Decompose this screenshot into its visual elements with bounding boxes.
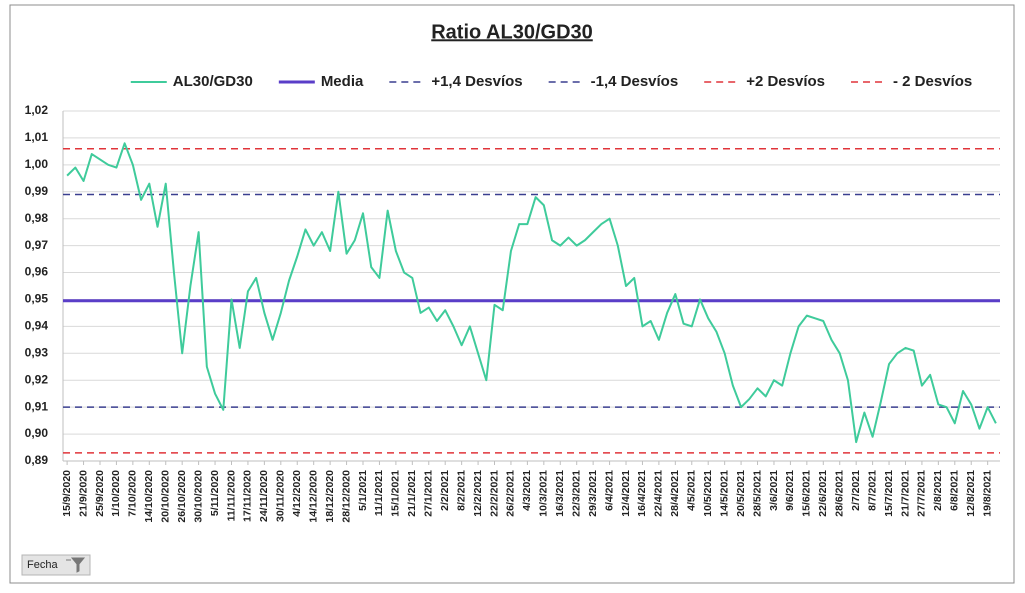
filter-icon[interactable] bbox=[66, 557, 86, 573]
x-tick-label: 15/7/2021 bbox=[883, 470, 895, 517]
x-tick-label: 21/7/2021 bbox=[899, 470, 911, 517]
x-tick-label: 11/1/2021 bbox=[373, 470, 385, 516]
x-tick-label: 21/9/2020 bbox=[77, 470, 89, 517]
x-tick-label: 15/9/2020 bbox=[61, 470, 73, 517]
legend-label: -1,4 Desvíos bbox=[591, 73, 679, 90]
x-tick-label: 15/6/2021 bbox=[801, 470, 813, 517]
y-tick-label: 0,91 bbox=[25, 399, 49, 413]
x-tick-label: 25/9/2020 bbox=[94, 470, 106, 517]
x-tick-label: 20/10/2020 bbox=[160, 470, 172, 523]
x-tick-label: 28/12/2020 bbox=[340, 470, 352, 523]
x-tick-label: 3/6/2021 bbox=[768, 470, 780, 511]
x-tick-label: 28/4/2021 bbox=[669, 470, 681, 517]
x-tick-label: 15/1/2021 bbox=[390, 470, 402, 517]
x-tick-label: 14/10/2020 bbox=[143, 470, 155, 523]
y-tick-label: 0,96 bbox=[25, 265, 49, 279]
y-tick-label: 0,93 bbox=[25, 345, 49, 359]
x-tick-label: 4/12/2020 bbox=[291, 470, 303, 517]
x-tick-label: 8/7/2021 bbox=[866, 470, 878, 511]
y-tick-label: 0,98 bbox=[25, 211, 49, 225]
x-tick-label: 27/7/2021 bbox=[916, 470, 928, 517]
chart-title: Ratio AL30/GD30 bbox=[431, 21, 593, 43]
x-tick-label: 14/5/2021 bbox=[718, 470, 730, 517]
x-tick-label: 16/4/2021 bbox=[636, 470, 648, 517]
x-tick-label: 4/3/2021 bbox=[521, 470, 533, 511]
x-tick-label: 5/1/2021 bbox=[357, 470, 369, 511]
x-tick-label: 2/7/2021 bbox=[850, 470, 862, 511]
x-tick-label: 22/3/2021 bbox=[570, 470, 582, 517]
x-tick-label: 28/5/2021 bbox=[751, 470, 763, 517]
x-tick-label: 10/3/2021 bbox=[538, 470, 550, 517]
filter-button[interactable]: Fecha bbox=[21, 554, 91, 576]
x-tick-label: 9/6/2021 bbox=[784, 470, 796, 511]
x-tick-label: 22/6/2021 bbox=[817, 470, 829, 517]
x-tick-label: 28/6/2021 bbox=[834, 470, 846, 517]
y-tick-label: 0,94 bbox=[25, 319, 49, 333]
x-tick-label: 14/12/2020 bbox=[307, 470, 319, 523]
y-tick-label: 1,02 bbox=[25, 103, 49, 117]
x-tick-label: 24/11/2020 bbox=[258, 470, 270, 522]
y-tick-label: 0,89 bbox=[25, 453, 49, 467]
x-tick-label: 21/1/2021 bbox=[406, 470, 418, 517]
legend-label: Media bbox=[321, 73, 364, 90]
x-tick-label: 30/11/2020 bbox=[275, 470, 287, 522]
x-tick-label: 16/3/2021 bbox=[554, 470, 566, 517]
x-tick-label: 12/8/2021 bbox=[965, 470, 977, 517]
series-line bbox=[66, 142, 997, 444]
x-tick-label: 12/4/2021 bbox=[620, 470, 632, 517]
x-tick-label: 2/8/2021 bbox=[932, 470, 944, 511]
x-tick-label: 19/8/2021 bbox=[981, 470, 993, 517]
y-tick-label: 1,00 bbox=[25, 157, 49, 171]
x-tick-label: 6/4/2021 bbox=[603, 470, 615, 511]
y-tick-label: 0,95 bbox=[25, 292, 49, 306]
x-tick-label: 8/2/2021 bbox=[455, 470, 467, 511]
x-tick-label: 26/2/2021 bbox=[505, 470, 517, 517]
legend-label: - 2 Desvíos bbox=[893, 73, 972, 90]
y-tick-label: 0,92 bbox=[25, 372, 49, 386]
x-tick-label: 20/5/2021 bbox=[735, 470, 747, 517]
x-tick-label: 22/4/2021 bbox=[653, 470, 665, 517]
filter-button-box[interactable] bbox=[21, 554, 91, 576]
legend: AL30/GD30 Media +1,4 Desvíos -1,4 Desvíos +2… bbox=[130, 73, 972, 90]
x-tick-label: 12/2/2021 bbox=[472, 470, 484, 517]
x-tick-label: 30/10/2020 bbox=[192, 470, 204, 523]
x-tick-label: 1/10/2020 bbox=[110, 470, 122, 517]
x-tick-label: 26/10/2020 bbox=[176, 470, 188, 523]
x-tick-label: 11/11/2020 bbox=[225, 470, 237, 522]
x-tick-label: 7/10/2020 bbox=[127, 470, 139, 517]
x-tick-label: 10/5/2021 bbox=[702, 470, 714, 517]
x-tick-label: 27/1/2021 bbox=[423, 470, 435, 517]
x-tick-label: 18/12/2020 bbox=[324, 470, 336, 523]
x-tick-label: 6/8/2021 bbox=[949, 470, 961, 511]
y-tick-label: 0,90 bbox=[25, 426, 49, 440]
x-tick-label: 4/5/2021 bbox=[686, 470, 698, 511]
x-tick-label: 29/3/2021 bbox=[587, 470, 599, 517]
y-tick-label: 0,97 bbox=[25, 238, 49, 252]
y-tick-label: 0,99 bbox=[25, 184, 49, 198]
chart-border bbox=[9, 4, 1015, 584]
y-tick-label: 1,01 bbox=[25, 130, 49, 144]
legend-label: +2 Desvíos bbox=[746, 73, 825, 90]
x-tick-label: 17/11/2020 bbox=[242, 470, 254, 522]
x-tick-label: 22/2/2021 bbox=[488, 470, 500, 517]
legend-label: AL30/GD30 bbox=[173, 73, 253, 90]
filter-button-label[interactable]: Fecha bbox=[27, 559, 58, 571]
x-tick-label: 5/11/2020 bbox=[209, 470, 221, 516]
legend-label: +1,4 Desvíos bbox=[431, 73, 522, 90]
x-tick-label: 2/2/2021 bbox=[439, 470, 451, 511]
